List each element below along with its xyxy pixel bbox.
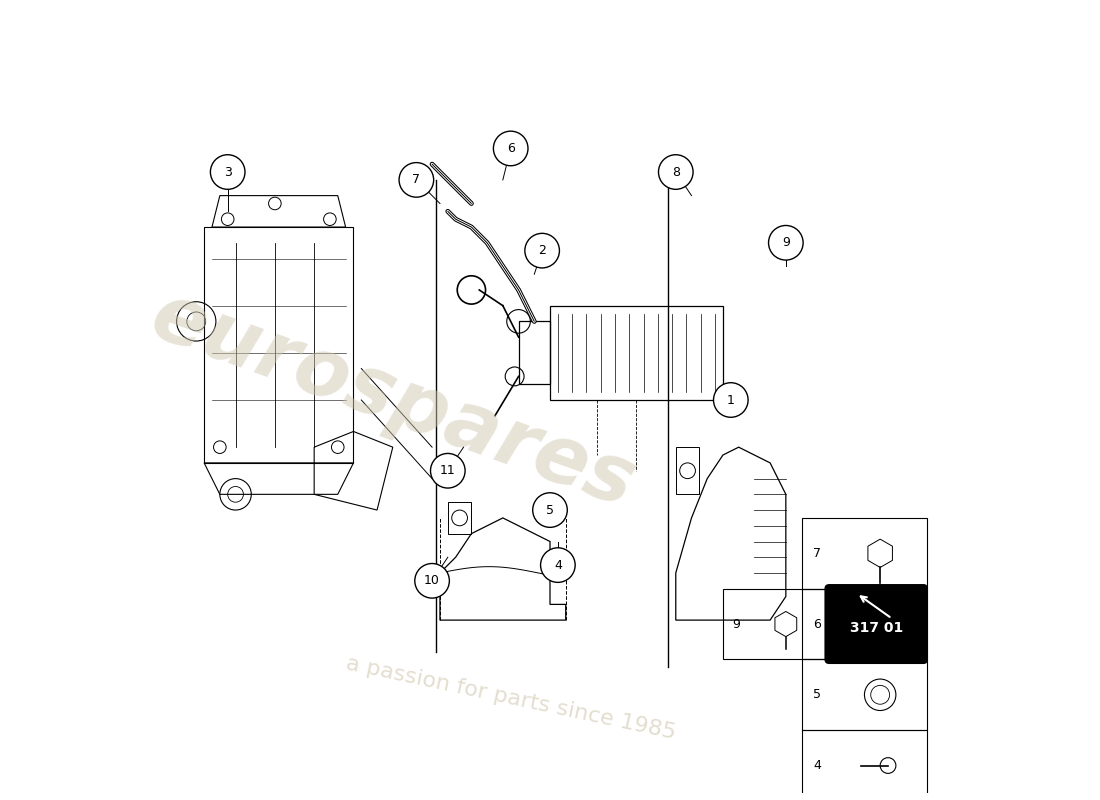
Text: 6: 6 [813, 618, 822, 630]
Text: 2: 2 [538, 244, 546, 257]
Text: 10: 10 [425, 574, 440, 587]
Circle shape [399, 162, 433, 197]
Text: 5: 5 [546, 503, 554, 517]
Text: eurospares: eurospares [141, 276, 646, 524]
Text: 7: 7 [813, 546, 822, 560]
Circle shape [714, 382, 748, 418]
Text: 11: 11 [440, 464, 455, 478]
Text: 317 01: 317 01 [849, 621, 903, 635]
Text: 9: 9 [733, 618, 740, 630]
Circle shape [540, 548, 575, 582]
Circle shape [210, 154, 245, 190]
Circle shape [415, 563, 450, 598]
Circle shape [430, 454, 465, 488]
Circle shape [769, 226, 803, 260]
Text: 4: 4 [554, 558, 562, 571]
FancyBboxPatch shape [825, 585, 927, 663]
Circle shape [494, 131, 528, 166]
Text: 1: 1 [727, 394, 735, 406]
Text: 6: 6 [507, 142, 515, 155]
Text: a passion for parts since 1985: a passion for parts since 1985 [344, 654, 678, 743]
Text: 4: 4 [813, 759, 822, 772]
Circle shape [659, 154, 693, 190]
Circle shape [532, 493, 568, 527]
Text: 3: 3 [223, 166, 232, 178]
Text: 7: 7 [412, 174, 420, 186]
Text: 5: 5 [813, 688, 822, 702]
Text: 8: 8 [672, 166, 680, 178]
Circle shape [525, 234, 560, 268]
Text: 9: 9 [782, 236, 790, 250]
